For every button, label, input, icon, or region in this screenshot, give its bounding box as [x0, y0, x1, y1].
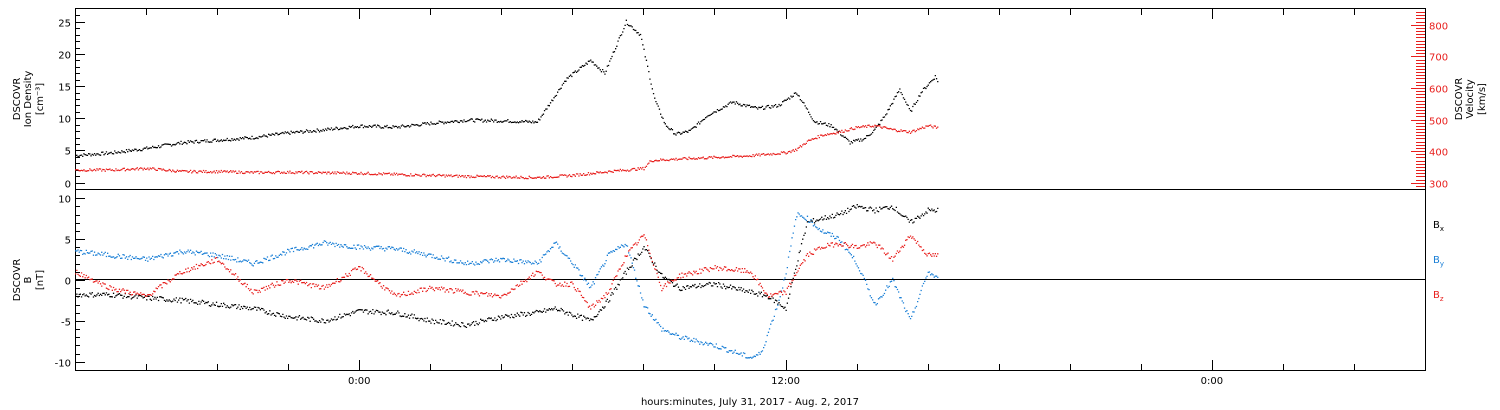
y-tick-label-left: 15 [58, 83, 71, 94]
y-tick-label-left: 25 [58, 19, 71, 30]
y-tick-label-right: 300 [1429, 180, 1448, 191]
series-points [75, 204, 939, 329]
y-tick-label-left: 20 [58, 51, 71, 62]
bottom-series-b-z [75, 234, 939, 310]
y-tick-label-bottom: 0 [65, 277, 71, 288]
y-tick-label-bottom: 10 [58, 195, 71, 206]
bottom-series-b-x [75, 204, 939, 329]
legend-bx: Bx [1433, 220, 1444, 233]
y-tick-label-bottom: 5 [65, 236, 71, 247]
svg-text:B: B [23, 276, 34, 283]
series-points [75, 234, 939, 310]
y-tick-label-bottom: -5 [61, 318, 71, 329]
legend-bz: Bz [1433, 290, 1444, 303]
x-axis-title: hours:minutes, July 31, 2017 - Aug. 2, 2… [641, 397, 859, 408]
svg-text:Velocity: Velocity [1465, 79, 1476, 118]
y-tick-label-right: 500 [1429, 117, 1448, 128]
series-points [75, 124, 939, 180]
axis-ticks [75, 9, 1425, 370]
legend: Bx By Bz [1433, 220, 1444, 303]
data-marks [75, 19, 939, 359]
svg-text:Ion Density: Ion Density [23, 71, 34, 128]
y-tick-label-left: 10 [58, 115, 71, 126]
svg-text:[km/s]: [km/s] [1477, 83, 1488, 115]
x-tick-label: 0:00 [1201, 376, 1223, 387]
x-tick-label: 0:00 [348, 376, 370, 387]
svg-text:[cm⁻³]: [cm⁻³] [35, 83, 46, 115]
y-tick-label-bottom: -10 [55, 359, 71, 370]
y-tick-label-right: 700 [1429, 53, 1448, 64]
y-tick-label-left: 0 [65, 180, 71, 191]
series-points [75, 19, 939, 158]
legend-by: By [1433, 255, 1444, 268]
axis-labels: 0:00 12:00 0:00 0 5 10 15 20 25 300 400 500 600 700 80… [55, 19, 1448, 388]
top-series-velocity [75, 124, 939, 180]
y-tick-label-right: 600 [1429, 85, 1448, 96]
top-panel-frame [75, 8, 1426, 190]
svg-text:DSCOVR: DSCOVR [1454, 78, 1465, 121]
bottom-left-ylabel: DSCOVR B [nT] [12, 259, 46, 302]
series-points [75, 212, 939, 359]
x-tick-label: 12:00 [771, 376, 800, 387]
y-tick-label-right: 400 [1429, 148, 1448, 159]
svg-text:DSCOVR: DSCOVR [12, 78, 23, 121]
bottom-series-b-y [75, 212, 939, 359]
y-tick-label-right: 800 [1429, 22, 1448, 33]
top-left-ylabel: DSCOVR Ion Density [cm⁻³] [12, 71, 46, 128]
top-right-ylabel: DSCOVR Velocity [km/s] [1454, 78, 1488, 121]
svg-text:[nT]: [nT] [35, 270, 46, 290]
y-tick-label-left: 5 [65, 147, 71, 158]
svg-text:DSCOVR: DSCOVR [12, 259, 23, 302]
top-series-ion-density [75, 19, 939, 158]
